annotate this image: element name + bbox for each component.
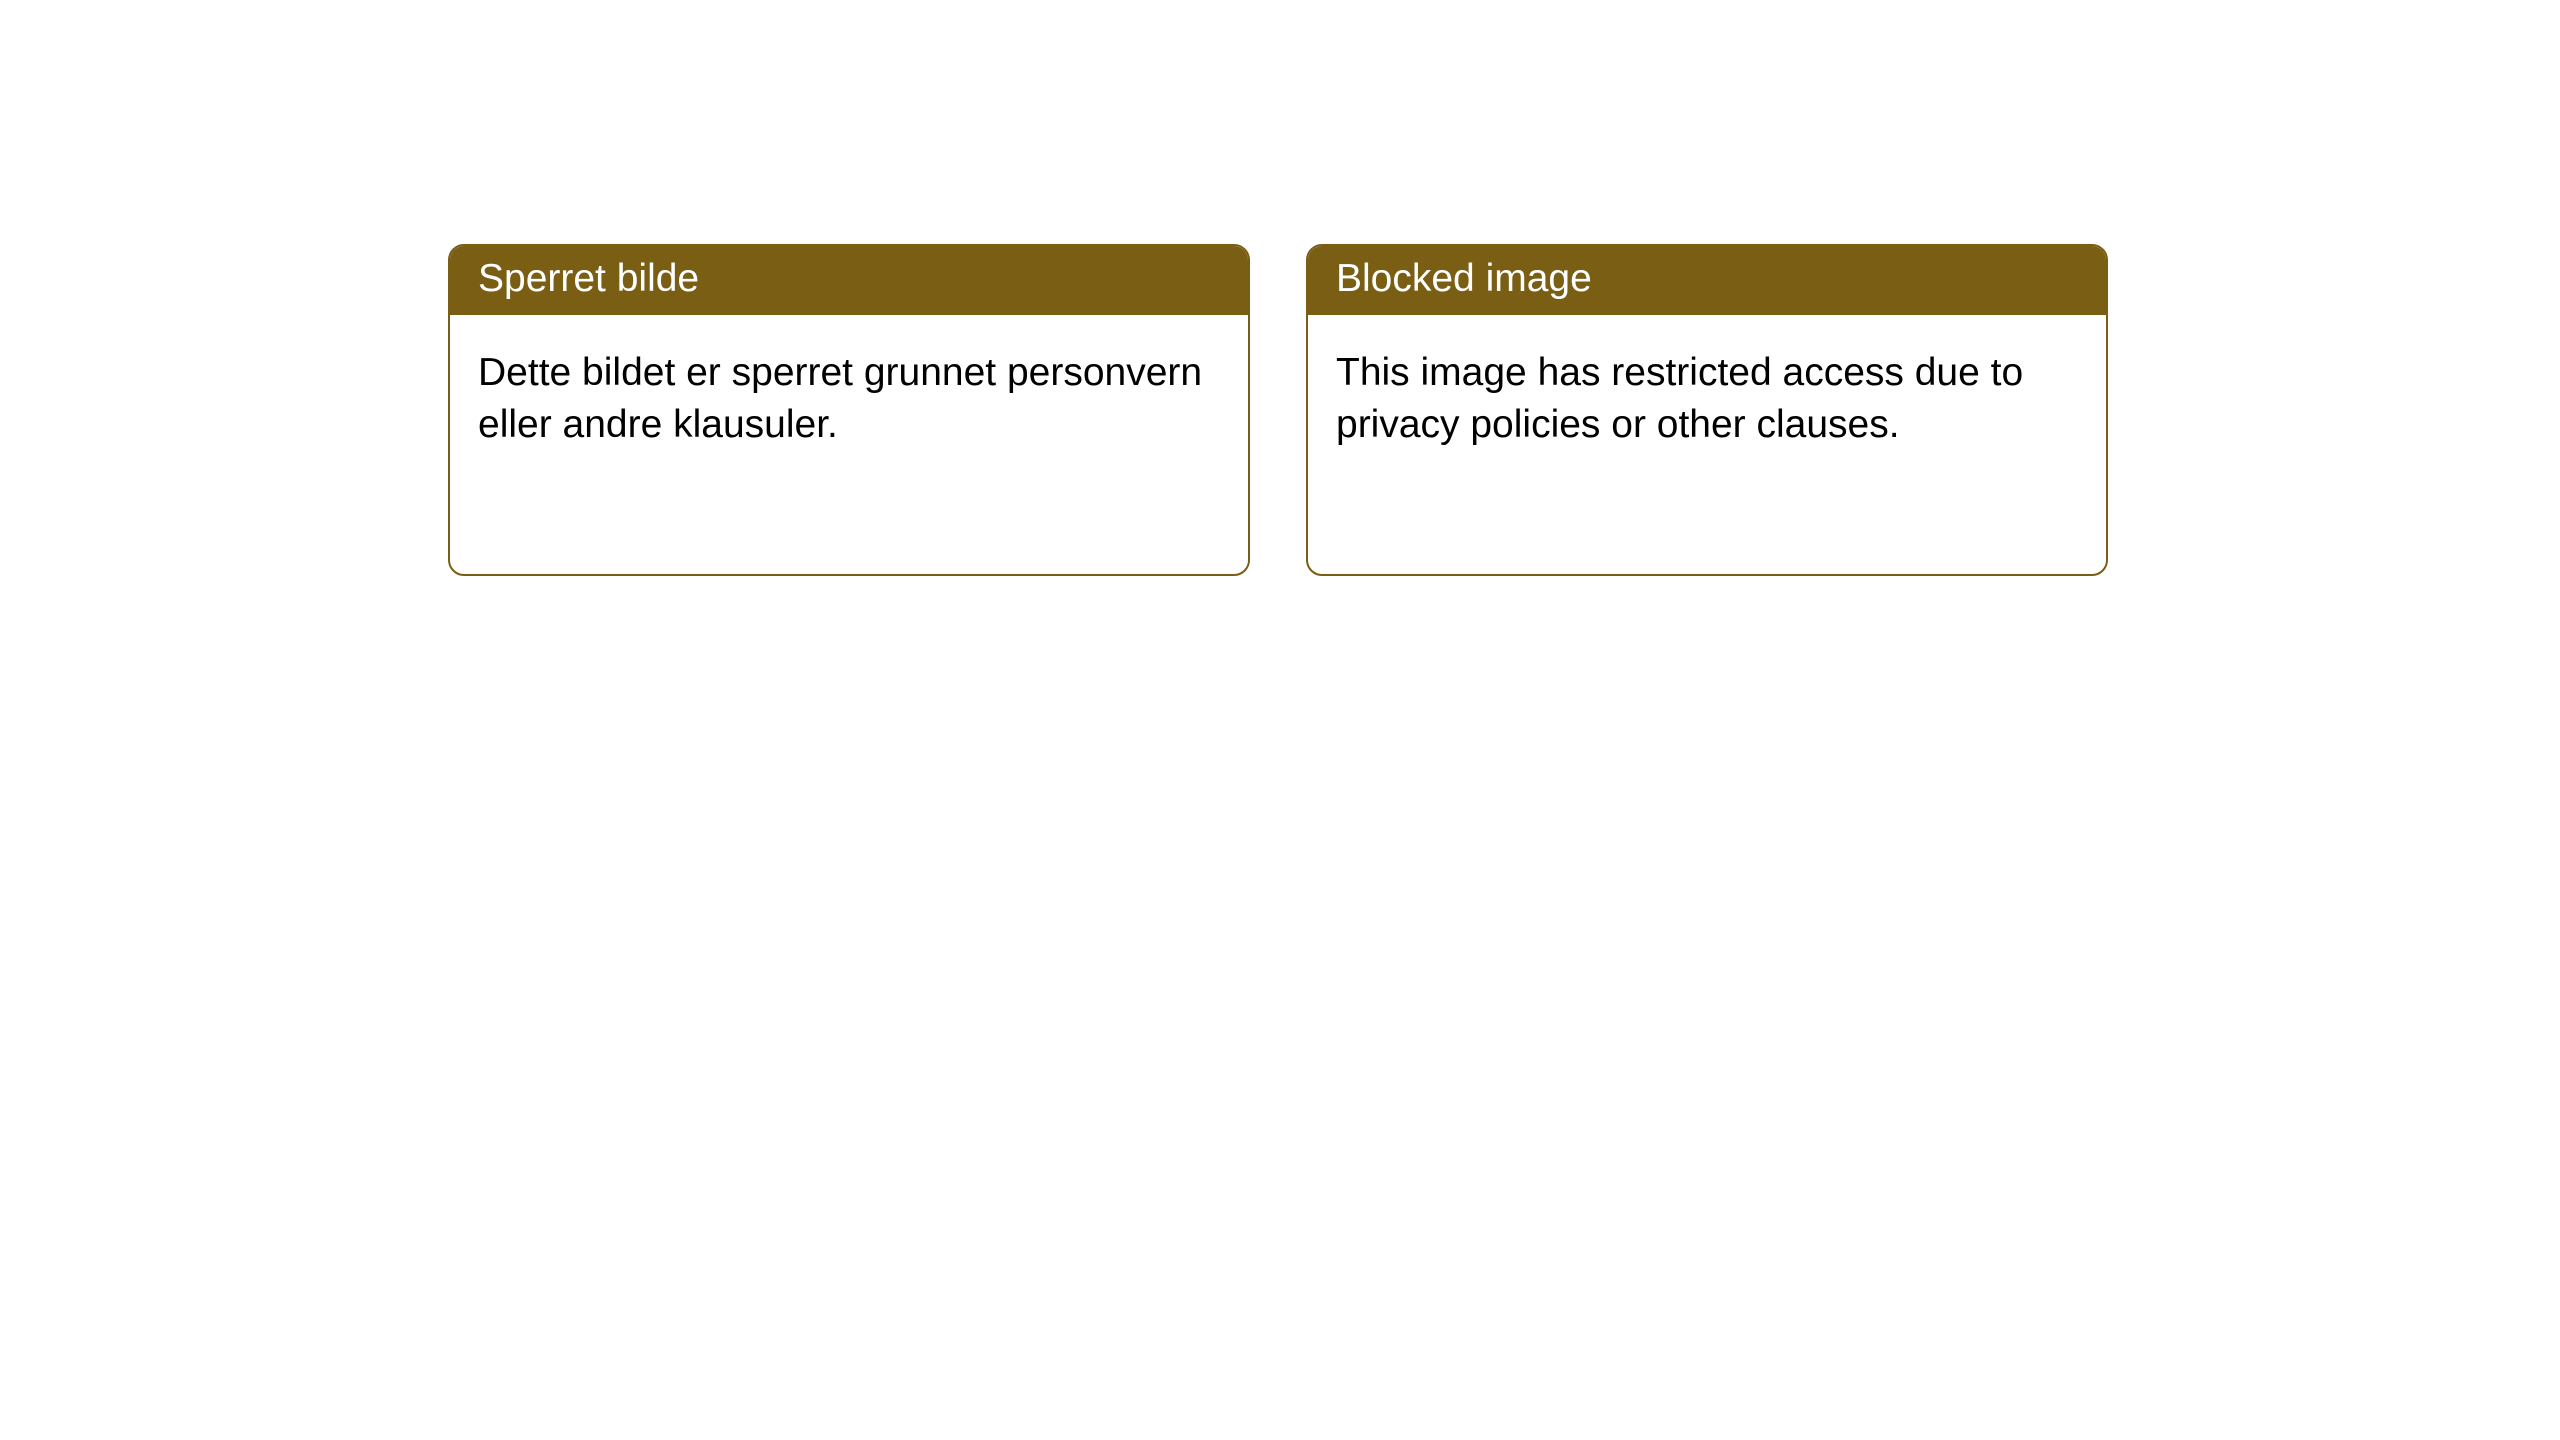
- card-body: Dette bildet er sperret grunnet personve…: [450, 315, 1248, 484]
- card-header: Sperret bilde: [450, 246, 1248, 315]
- card-message: This image has restricted access due to …: [1336, 351, 2023, 446]
- card-body: This image has restricted access due to …: [1308, 315, 2106, 484]
- card-title: Sperret bilde: [478, 257, 699, 300]
- blocked-image-card-en: Blocked image This image has restricted …: [1306, 244, 2108, 576]
- card-header: Blocked image: [1308, 246, 2106, 315]
- cards-container: Sperret bilde Dette bildet er sperret gr…: [0, 0, 2560, 576]
- card-title: Blocked image: [1336, 257, 1592, 300]
- blocked-image-card-no: Sperret bilde Dette bildet er sperret gr…: [448, 244, 1250, 576]
- card-message: Dette bildet er sperret grunnet personve…: [478, 351, 1202, 446]
